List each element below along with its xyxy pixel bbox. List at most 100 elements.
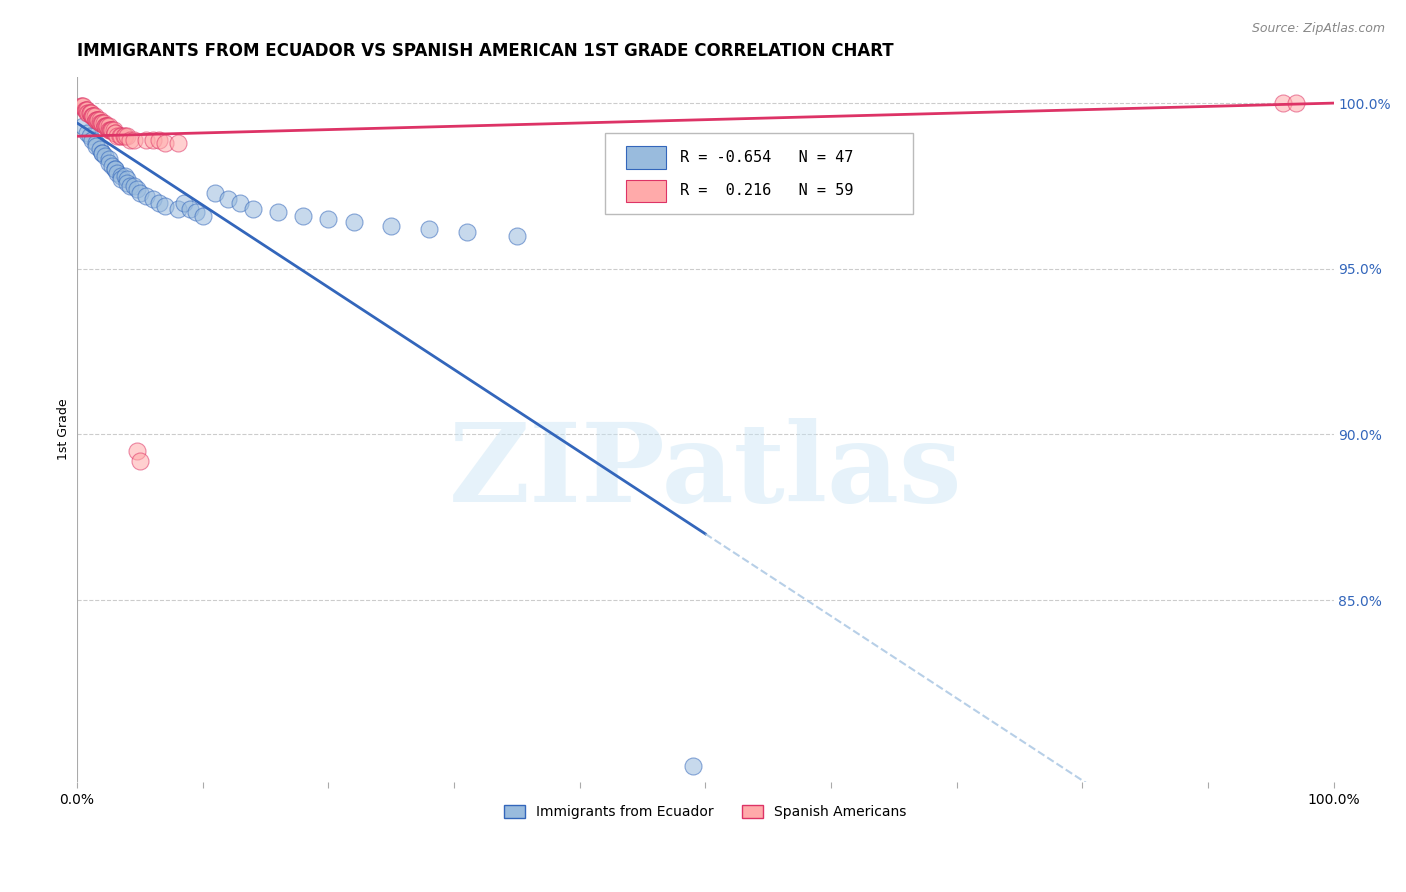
Point [506,228,529,243]
Point [166,202,188,216]
Point [117,129,139,144]
Point [129,454,152,468]
Point [82,132,104,146]
Point [91,145,114,160]
Point [110,169,132,183]
Point [104,126,127,140]
Point [94,120,117,134]
Point [456,225,478,239]
Point [70,99,93,113]
Point [100,122,122,136]
Point [682,758,704,772]
Text: R =  0.216   N = 59: R = 0.216 N = 59 [681,184,853,198]
Point [90,116,112,130]
Point [84,112,107,127]
Point [129,186,152,200]
Point [104,162,127,177]
Point [141,132,163,146]
Point [173,195,195,210]
Point [77,106,100,120]
Point [229,195,252,210]
Point [89,143,111,157]
Point [91,145,114,160]
Point [104,162,127,177]
FancyBboxPatch shape [626,179,666,202]
Point [380,219,402,233]
Point [82,109,104,123]
Point [80,106,103,120]
Point [76,126,98,140]
Point [94,120,117,134]
Point [114,129,136,144]
Point [93,116,115,130]
Point [86,112,108,127]
Point [91,116,114,130]
Point [127,444,149,458]
Point [82,109,104,123]
Point [101,122,124,136]
Point [242,202,264,216]
Point [97,120,120,134]
Point [110,172,132,186]
Point [117,172,139,186]
Point [100,122,122,136]
FancyBboxPatch shape [626,146,666,169]
Point [292,209,315,223]
Point [148,132,170,146]
Point [418,222,440,236]
Point [97,155,120,169]
Point [72,99,94,113]
Point [148,195,170,210]
Point [122,178,145,193]
Point [83,109,105,123]
Point [89,116,111,130]
Point [79,106,101,120]
Point [108,129,131,144]
Point [110,129,132,144]
Point [87,112,110,127]
Text: Source: ZipAtlas.com: Source: ZipAtlas.com [1251,22,1385,36]
Text: ZIPatlas: ZIPatlas [449,418,962,525]
Legend: Immigrants from Ecuador, Spanish Americans: Immigrants from Ecuador, Spanish America… [499,800,911,825]
Point [267,205,290,219]
Point [84,112,107,127]
Point [153,199,176,213]
Point [191,209,214,223]
Point [1285,96,1308,111]
Point [112,129,135,144]
Point [105,166,128,180]
Point [76,103,98,117]
Point [76,106,98,120]
Point [91,116,114,130]
Text: IMMIGRANTS FROM ECUADOR VS SPANISH AMERICAN 1ST GRADE CORRELATION CHART: IMMIGRANTS FROM ECUADOR VS SPANISH AMERI… [77,42,894,60]
Point [75,103,97,117]
Point [84,136,107,150]
Point [186,205,208,219]
Point [117,176,139,190]
Point [73,103,96,117]
Y-axis label: 1st Grade: 1st Grade [58,399,70,460]
Point [127,182,149,196]
Point [105,129,128,144]
Point [135,189,157,203]
Point [217,192,239,206]
Point [204,186,226,200]
Point [96,120,118,134]
Point [135,132,157,146]
Point [103,122,125,136]
Point [94,120,117,134]
Point [1272,96,1295,111]
Point [318,212,340,227]
Point [79,129,101,144]
Point [166,136,188,150]
Point [101,159,124,173]
Point [84,139,107,153]
Point [97,122,120,136]
Point [82,109,104,123]
Point [118,178,141,193]
Point [70,99,93,113]
Point [118,132,141,146]
Point [75,103,97,117]
Text: R = -0.654   N = 47: R = -0.654 N = 47 [681,150,853,165]
Point [72,120,94,134]
